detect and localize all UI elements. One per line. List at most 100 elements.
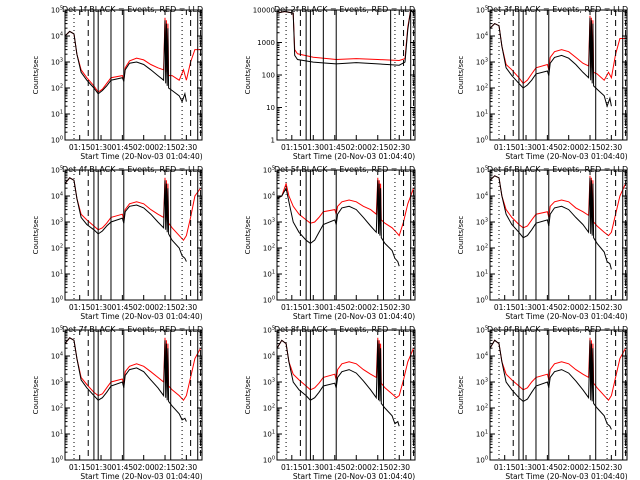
x-tick-label: 02:00 <box>558 143 580 152</box>
y-tick-label: 105 <box>51 166 63 175</box>
events-series-line <box>65 177 187 262</box>
x-tick-label: 02:30 <box>176 303 198 312</box>
x-tick-label: 01:15 <box>494 303 516 312</box>
panel-title: Det 9f BLACK = Events, RED = LLD <box>487 325 628 334</box>
plot-frame <box>489 169 628 301</box>
y-tick-label: 103 <box>263 218 275 227</box>
x-tick-label: 02:30 <box>388 303 410 312</box>
x-tick-label: 02:30 <box>601 303 623 312</box>
x-tick-label: 01:30 <box>302 303 324 312</box>
y-tick-label: 104 <box>51 352 63 361</box>
panel-title: Det 1f BLACK = Events, RED = LLD <box>62 5 203 14</box>
y-tick-label: 102 <box>263 404 275 413</box>
lld-series-line <box>490 175 627 237</box>
x-tick-label: 01:30 <box>302 143 324 152</box>
y-tick-label: 103 <box>476 378 488 387</box>
x-tick-label: 02:00 <box>133 463 155 472</box>
y-tick-label: 103 <box>51 218 63 227</box>
x-tick-label: 02:15 <box>154 463 176 472</box>
events-series-line <box>490 17 612 108</box>
y-tick-label: 100 <box>476 296 488 305</box>
y-tick-label: 104 <box>476 352 488 361</box>
y-tick-label: 1000 <box>257 39 275 47</box>
x-tick-label: 02:00 <box>558 463 580 472</box>
x-axis-label: Start Time (20-Nov-03 01:04:40) <box>80 312 202 321</box>
x-tick-label: 01:30 <box>90 143 112 152</box>
y-tick-label: 103 <box>476 58 488 67</box>
y-tick-label: 104 <box>476 192 488 201</box>
y-tick-label: 100 <box>263 296 275 305</box>
x-tick-label: 02:30 <box>388 463 410 472</box>
x-tick-label: 01:45 <box>537 303 559 312</box>
lld-series-line <box>277 10 414 62</box>
y-tick-label: 101 <box>476 270 488 279</box>
x-tick-label: 01:15 <box>494 143 516 152</box>
y-tick-label: 10 <box>266 104 275 112</box>
x-tick-label: 02:15 <box>367 463 389 472</box>
x-tick-label: 01:15 <box>494 463 516 472</box>
events-series-line <box>490 175 612 270</box>
plot-frame <box>489 9 628 141</box>
plot-frame <box>64 329 203 461</box>
x-tick-label: 02:15 <box>579 303 601 312</box>
x-tick-label: 01:45 <box>324 143 346 152</box>
y-tick-label: 10000 <box>253 7 275 15</box>
detector-panel-3: 01:15 01:30 01:45 02:00 02:15 02:30 100 101 102 1… <box>457 5 628 161</box>
y-tick-label: 103 <box>51 58 63 67</box>
lld-series-line <box>490 15 626 85</box>
y-tick-label: 101 <box>476 110 488 119</box>
y-axis-label: Counts/sec <box>244 216 252 255</box>
events-series-line <box>277 10 414 66</box>
events-series-line <box>65 20 187 103</box>
y-tick-label: 100 <box>51 136 63 145</box>
lld-series-line <box>490 337 627 402</box>
x-axis-label: Start Time (20-Nov-03 01:04:40) <box>80 472 202 480</box>
y-tick-label: 103 <box>51 378 63 387</box>
lld-series-line <box>65 177 202 242</box>
x-tick-label: 02:00 <box>133 143 155 152</box>
y-tick-label: 105 <box>476 6 488 15</box>
plot-frame <box>276 329 416 461</box>
x-tick-label: 01:30 <box>90 303 112 312</box>
x-tick-label: 02:00 <box>558 303 580 312</box>
lld-series-line <box>65 337 202 402</box>
x-tick-label: 02:15 <box>154 303 176 312</box>
detector-panel-4: 01:15 01:30 01:45 02:00 02:15 02:30 100 101 102 1… <box>32 165 203 321</box>
y-tick-label: 101 <box>51 270 63 279</box>
y-tick-label: 101 <box>51 110 63 119</box>
x-tick-label: 01:45 <box>324 303 346 312</box>
x-tick-label: 02:00 <box>133 303 155 312</box>
x-axis-label: Start Time (20-Nov-03 01:04:40) <box>505 312 627 321</box>
x-axis-label: Start Time (20-Nov-03 01:04:40) <box>293 472 415 480</box>
x-tick-label: 02:30 <box>176 463 198 472</box>
x-tick-label: 01:15 <box>69 303 91 312</box>
x-tick-label: 01:30 <box>90 463 112 472</box>
y-axis-label: Counts/sec <box>32 216 40 255</box>
panel-title: Det 2f BLACK = Events, RED = LLD <box>274 5 415 14</box>
y-tick-label: 102 <box>476 84 488 93</box>
y-tick-label: 105 <box>51 6 63 15</box>
y-axis-label: Counts/sec <box>457 376 465 415</box>
y-axis-label: Counts/sec <box>244 56 252 95</box>
x-tick-label: 01:30 <box>515 303 537 312</box>
x-tick-label: 01:30 <box>515 143 537 152</box>
x-tick-label: 02:15 <box>579 463 601 472</box>
panel-title: Det 4f BLACK = Events, RED = LLD <box>62 165 203 174</box>
y-tick-label: 101 <box>263 270 275 279</box>
x-tick-label: 01:45 <box>112 463 134 472</box>
y-tick-label: 105 <box>51 326 63 335</box>
x-tick-label: 01:45 <box>112 303 134 312</box>
panel-title: Det 6f BLACK = Events, RED = LLD <box>487 165 628 174</box>
y-tick-label: 103 <box>263 378 275 387</box>
panel-title: Det 3f BLACK = Events, RED = LLD <box>487 5 628 14</box>
x-tick-label: 02:00 <box>345 143 367 152</box>
x-tick-label: 02:30 <box>601 463 623 472</box>
panel-title: Det 7f BLACK = Events, RED = LLD <box>62 325 203 334</box>
x-tick-label: 01:30 <box>515 463 537 472</box>
plot-frame <box>64 9 203 141</box>
y-tick-label: 105 <box>476 166 488 175</box>
lld-series-line <box>277 337 415 399</box>
detector-panel-1: 01:15 01:30 01:45 02:00 02:15 02:30 100 101 102 1… <box>32 5 203 161</box>
y-tick-label: 100 <box>476 136 488 145</box>
